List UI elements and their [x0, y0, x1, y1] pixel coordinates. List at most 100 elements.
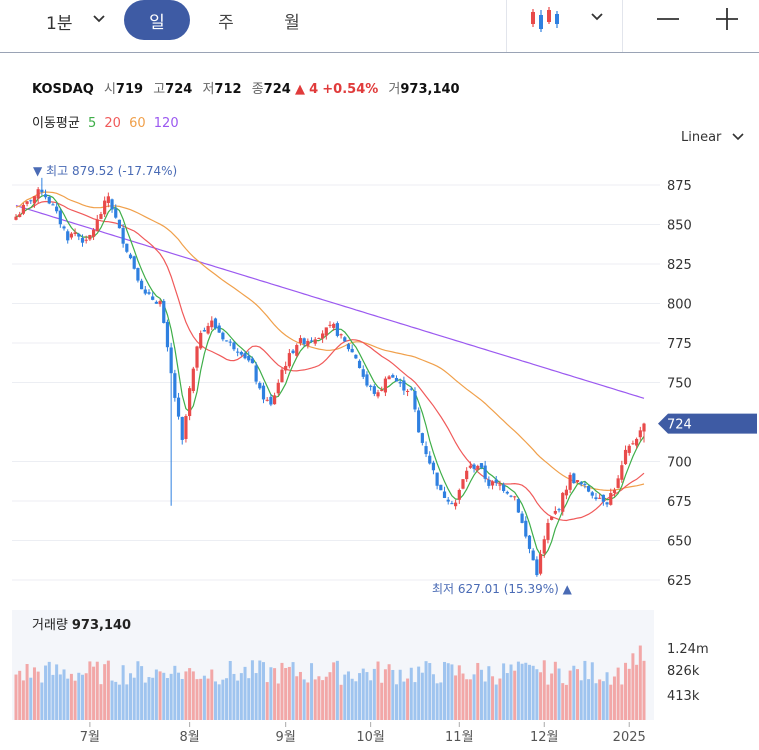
volume-bar: [32, 667, 36, 720]
volume-bar: [58, 674, 62, 720]
candle-body: [18, 214, 22, 218]
candle-body: [420, 433, 424, 443]
volume-bar: [243, 666, 247, 720]
volume-bar: [184, 671, 188, 720]
scale-mode-select[interactable]: Linear: [681, 130, 744, 145]
candle-body: [195, 346, 199, 368]
volume-bar: [80, 674, 84, 720]
volume-bar: [380, 682, 384, 720]
candle-body: [487, 479, 491, 486]
candle-body: [405, 390, 410, 392]
volume-bar: [129, 673, 133, 720]
change-percent: +0.54%: [322, 82, 379, 97]
candle-body: [309, 340, 314, 342]
min-price-annotation: 최저 627.01 (15.39%) ▲: [432, 582, 573, 596]
volume-bar: [391, 669, 395, 720]
ma-60[interactable]: 60: [129, 116, 146, 131]
candle-body: [169, 347, 173, 374]
candle-body: [413, 390, 417, 410]
ma-20[interactable]: 20: [104, 116, 121, 131]
volume-bar: [250, 660, 254, 720]
candle-body: [250, 358, 255, 364]
volume-bar: [213, 681, 217, 720]
candle-body: [158, 301, 162, 305]
candle-body: [265, 399, 269, 401]
volume-bar: [553, 661, 557, 720]
x-tick-label: 10월: [356, 730, 385, 745]
volume-bar: [132, 677, 136, 720]
candle-body: [505, 491, 509, 494]
volume-bar: [110, 680, 114, 720]
volume-bar: [106, 660, 110, 720]
tab-day[interactable]: 일: [124, 0, 190, 40]
candle-body: [583, 483, 587, 485]
volume-bar: [298, 671, 302, 720]
candle-body: [380, 389, 384, 391]
volume-bar: [143, 682, 147, 720]
candle-body: [561, 492, 565, 512]
chevron-down-icon[interactable]: [92, 12, 106, 26]
ma60-line: [15, 191, 645, 492]
candle-body: [224, 340, 229, 342]
candle-body: [490, 481, 495, 486]
candle-body: [601, 494, 605, 502]
candle-body: [564, 489, 569, 496]
candle-body: [306, 340, 310, 346]
volume-bar: [472, 674, 476, 720]
tab-month[interactable]: 월: [284, 12, 300, 33]
interval-select[interactable]: 1분: [46, 14, 73, 34]
volume-bar: [92, 666, 96, 720]
volume-bar: [199, 678, 203, 720]
ma-5[interactable]: 5: [87, 116, 97, 131]
candle-body: [465, 470, 469, 480]
volume-bar: [321, 680, 325, 720]
candle-body: [435, 472, 439, 486]
y-tick-label: 625: [667, 574, 692, 589]
candle-body: [439, 484, 443, 491]
candle-body: [151, 296, 155, 300]
volume-bar: [317, 676, 321, 720]
volume-bar: [47, 661, 51, 720]
candle-body: [236, 351, 240, 353]
candle-body: [369, 385, 373, 387]
volume-bar: [638, 645, 642, 720]
volume-bar: [601, 681, 605, 720]
volume-bar: [158, 671, 162, 720]
volume-bar: [55, 664, 59, 720]
volume-bar: [188, 668, 192, 720]
volume-bar: [568, 670, 572, 720]
volume-bar: [550, 673, 554, 720]
moving-average-legend: 이동평균 5 20 60 120: [32, 112, 179, 131]
toolbar-divider: [506, 0, 507, 52]
candle-body: [387, 376, 391, 380]
candle-body: [136, 267, 140, 281]
volume-bar: [587, 679, 591, 720]
candle-body: [103, 200, 107, 215]
x-tick-label: 2025: [613, 730, 646, 745]
zoom-in-icon[interactable]: [715, 8, 739, 30]
low-value: 712: [214, 82, 242, 97]
candle-body: [631, 443, 635, 445]
candle-body: [498, 484, 502, 486]
volume-bar: [306, 682, 310, 720]
volume-bar: [29, 677, 33, 720]
volume-bar: [590, 662, 594, 720]
candle-body: [213, 318, 218, 329]
tab-week[interactable]: 주: [218, 12, 234, 33]
volume-bar: [18, 670, 22, 720]
zoom-out-icon[interactable]: [656, 10, 680, 28]
chevron-down-icon[interactable]: [590, 10, 604, 24]
volume-bar: [147, 677, 151, 720]
candle-body: [176, 397, 181, 417]
volume-bar: [487, 666, 491, 720]
volume-bar: [173, 665, 177, 720]
candle-body: [261, 385, 266, 400]
candlestick-type-icon[interactable]: [530, 6, 564, 34]
ma-120[interactable]: 120: [153, 116, 179, 131]
y-tick-label: 700: [667, 456, 692, 471]
candle-body: [391, 375, 395, 378]
volume-bar: [369, 680, 373, 720]
candle-body: [557, 509, 561, 511]
volume-bar: [561, 683, 565, 720]
